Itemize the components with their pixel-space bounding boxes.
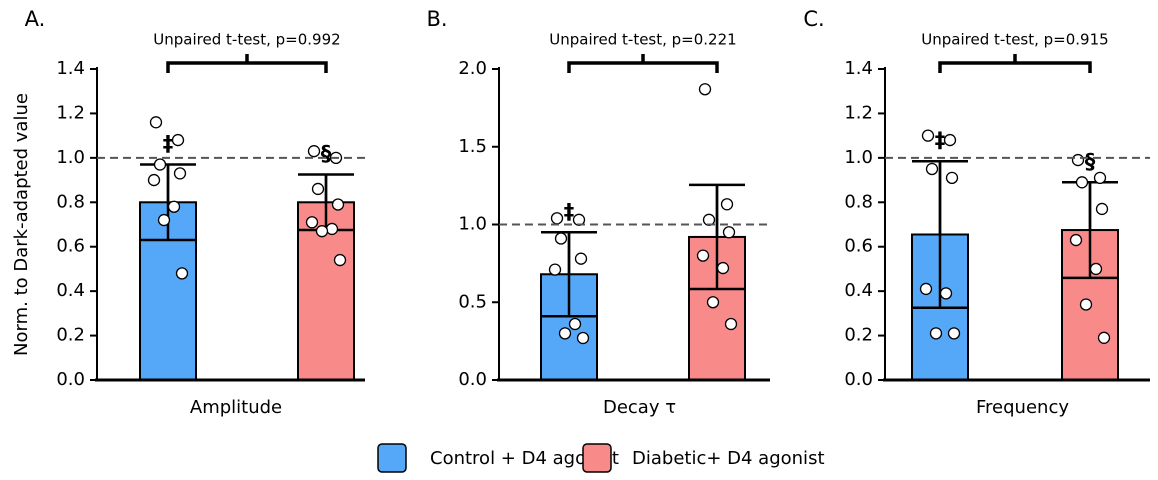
bar: [688, 235, 746, 381]
data-point: [1069, 233, 1083, 247]
y-tick-label: 0.5: [458, 291, 487, 312]
y-tick-label: 0.6: [56, 236, 85, 257]
y-tick-label: 0.0: [56, 369, 85, 390]
significance-marker: §: [321, 142, 332, 166]
legend-label: Diabetic+ D4 agonist: [632, 448, 825, 469]
data-point: [943, 133, 957, 147]
data-point: [1089, 262, 1103, 276]
annotation: Unpaired t-test, p=0.915: [921, 31, 1108, 49]
data-point: [576, 331, 590, 345]
data-point: [311, 182, 325, 196]
x-axis-label: Decay τ: [603, 397, 676, 418]
data-point: [147, 173, 161, 187]
y-tick-label: 0.6: [844, 236, 873, 257]
data-point: [1071, 153, 1085, 167]
data-point: [558, 327, 572, 340]
data-point: [153, 158, 167, 171]
y-axis-label: Norm. to Dark-adapted value: [11, 93, 32, 356]
data-point: [722, 226, 736, 239]
data-point: [1097, 331, 1111, 344]
y-tick-label: 0.0: [458, 369, 487, 390]
y-tick-label: 1.5: [458, 136, 487, 157]
y-tick-label: 0.4: [844, 280, 873, 301]
legend-swatch: [582, 443, 612, 473]
data-point: [716, 261, 730, 275]
data-point: [167, 200, 181, 213]
y-tick-label: 1.0: [56, 147, 85, 168]
data-point: [333, 253, 347, 267]
y-tick-label: 2.0: [458, 58, 487, 79]
data-point: [574, 252, 588, 265]
panel-label: A.: [25, 7, 46, 31]
bracket: [166, 54, 328, 73]
panel-label: C.: [803, 7, 824, 31]
y-tick-label: 1.4: [56, 58, 85, 79]
y-tick-label: 1.0: [844, 147, 873, 168]
data-point: [929, 327, 943, 340]
y-tick-label: 0.8: [844, 191, 873, 212]
data-point: [947, 327, 961, 340]
data-point: [307, 145, 321, 158]
y-tick-label: 0.2: [844, 325, 873, 346]
annotation: Unpaired t-test, p=0.221: [549, 31, 736, 49]
data-point: [149, 116, 163, 129]
data-point: [919, 282, 933, 296]
data-point: [939, 287, 953, 300]
legend-swatch: [377, 443, 407, 473]
data-point: [925, 162, 939, 176]
data-point: [945, 171, 959, 185]
y-tick-label: 1.2: [56, 102, 85, 123]
data-point: [1095, 202, 1109, 216]
data-point: [698, 83, 712, 96]
significance-marker: ‡: [163, 132, 174, 156]
data-point: [921, 129, 935, 142]
panel-label: B.: [426, 7, 447, 31]
data-point: [173, 167, 187, 180]
data-point: [696, 249, 710, 262]
significance-marker: §: [1085, 149, 1096, 173]
significance-marker: ‡: [935, 128, 946, 152]
data-point: [1093, 171, 1107, 185]
data-point: [720, 198, 734, 211]
data-point: [315, 225, 329, 238]
data-point: [548, 263, 562, 276]
data-point: [724, 317, 738, 331]
data-point: [706, 296, 720, 309]
y-tick-label: 0.4: [56, 280, 85, 301]
significance-marker: ‡: [564, 199, 575, 223]
y-tick-label: 1.2: [844, 102, 873, 123]
x-axis-label: Frequency: [976, 397, 1069, 418]
data-point: [157, 213, 171, 227]
bracket: [938, 54, 1092, 73]
data-point: [305, 216, 319, 229]
data-point: [325, 222, 339, 236]
y-tick-label: 0.2: [56, 325, 85, 346]
data-point: [554, 232, 568, 245]
data-point: [331, 198, 345, 211]
annotation: Unpaired t-test, p=0.992: [153, 31, 340, 49]
x-axis-label: Amplitude: [190, 397, 282, 418]
data-point: [175, 267, 189, 280]
data-point: [1079, 298, 1093, 311]
data-point: [568, 317, 582, 331]
y-tick-label: 0.0: [844, 369, 873, 390]
y-tick-label: 0.8: [56, 191, 85, 212]
bracket: [567, 54, 719, 73]
data-point: [171, 133, 185, 147]
data-point: [1075, 176, 1089, 189]
y-tick-label: 1.0: [458, 214, 487, 235]
y-tick-label: 1.4: [844, 58, 873, 79]
legend-label: Control + D4 agonist: [430, 448, 619, 469]
data-point: [550, 212, 564, 225]
